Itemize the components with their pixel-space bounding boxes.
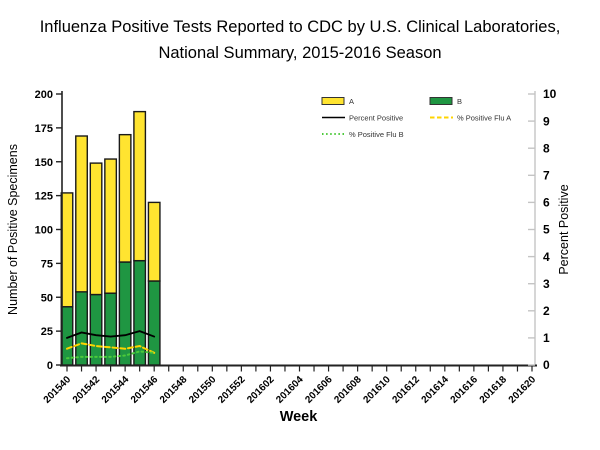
x-axis-tick-label: 201614 (420, 374, 452, 406)
right-axis-tick-label: 1 (543, 331, 550, 345)
x-axis-tick-label: 201550 (187, 374, 219, 406)
bar-segment-a-201545 (133, 110, 147, 262)
left-axis-tick-label: 200 (35, 89, 53, 101)
bar-segment-a-201540 (60, 192, 74, 308)
line-percent-positive-flu-b (66, 350, 156, 360)
bar-segment-a-201546 (147, 201, 161, 282)
bar-segment-a-201543 (104, 158, 118, 294)
bar-segment-b-201541 (75, 291, 88, 366)
x-axis-tick-label: 201604 (274, 374, 306, 406)
right-axis-tick-label: 8 (543, 141, 550, 155)
x-axis-tick-label: 201616 (449, 374, 481, 406)
x-axis-tick-label: 201602 (245, 374, 277, 406)
x-axis-tick-label: 201612 (390, 374, 422, 406)
x-axis-tick-label: 201552 (216, 374, 248, 406)
left-axis-tick-label: 150 (35, 157, 53, 169)
x-axis-tick-label: 201620 (507, 374, 539, 406)
x-axis-tick-label: 201608 (332, 374, 364, 406)
right-axis-tick-label: 10 (543, 87, 557, 101)
right-axis-tick-label: 5 (543, 223, 550, 237)
x-axis-tick-label: 201542 (71, 374, 103, 406)
left-axis-title: Number of Positive Specimens (6, 144, 20, 315)
bar-segment-b-201545 (133, 259, 147, 366)
chart-title-line1: Influenza Positive Tests Reported to CDC… (39, 18, 561, 36)
right-axis-title: Percent Positive (557, 184, 571, 274)
left-axis-tick-label: 125 (35, 191, 53, 203)
chart-title-line2: National Summary, 2015-2016 Season (158, 44, 442, 62)
x-axis-title: Week (280, 409, 319, 425)
right-axis-tick-label: 7 (543, 169, 550, 183)
legend-label: B (457, 97, 462, 106)
x-axis-tick-label: 201540 (42, 374, 74, 406)
bar-segment-a-201541 (75, 135, 88, 293)
x-axis-tick-label: 201546 (129, 374, 161, 406)
legend-label: A (349, 97, 354, 106)
bar-segment-a-201542 (89, 162, 103, 296)
bar-segment-b-201543 (104, 292, 118, 366)
line-percent-positive-flu-a (66, 342, 156, 354)
left-axis-tick-label: 0 (47, 360, 53, 372)
x-axis-tick-label: 201618 (478, 374, 510, 406)
legend-item-percent-positive: Percent Positive (322, 114, 403, 123)
legend-item--positive-flu-a: % Positive Flu A (430, 114, 511, 123)
legend-item--positive-flu-b: % Positive Flu B (322, 130, 404, 139)
line-percent-positive (66, 330, 156, 339)
left-axis-tick-label: 25 (41, 326, 53, 338)
right-axis-tick-label: 0 (543, 358, 550, 372)
bar-segment-b-201542 (89, 293, 103, 366)
right-axis-tick-label: 6 (543, 196, 550, 210)
right-axis-tick-label: 4 (543, 250, 550, 264)
right-axis-tick-label: 3 (543, 277, 550, 291)
x-axis-tick-label: 201544 (100, 374, 132, 406)
left-axis-tick-label: 100 (35, 225, 53, 237)
legend-item-b: B (429, 97, 462, 106)
x-axis-tick-label: 201606 (303, 374, 335, 406)
right-axis-tick-label: 9 (543, 114, 550, 128)
chart-title: Influenza Positive Tests Reported to CDC… (0, 14, 600, 66)
legend-label: % Positive Flu B (349, 130, 404, 139)
x-axis-tick-label: 201548 (158, 374, 190, 406)
legend-swatch-box (321, 97, 345, 105)
legend-label: Percent Positive (349, 114, 403, 123)
x-axis-tick-label: 201610 (361, 374, 393, 406)
bar-segment-a-201544 (118, 133, 132, 263)
left-axis-tick-label: 50 (41, 292, 53, 304)
left-axis-tick-label: 175 (35, 123, 53, 135)
legend-label: % Positive Flu A (457, 114, 511, 123)
legend-swatch-box (429, 97, 453, 105)
left-axis-tick-label: 75 (41, 258, 53, 270)
right-axis-tick-label: 2 (543, 304, 550, 318)
legend-item-a: A (321, 97, 354, 106)
